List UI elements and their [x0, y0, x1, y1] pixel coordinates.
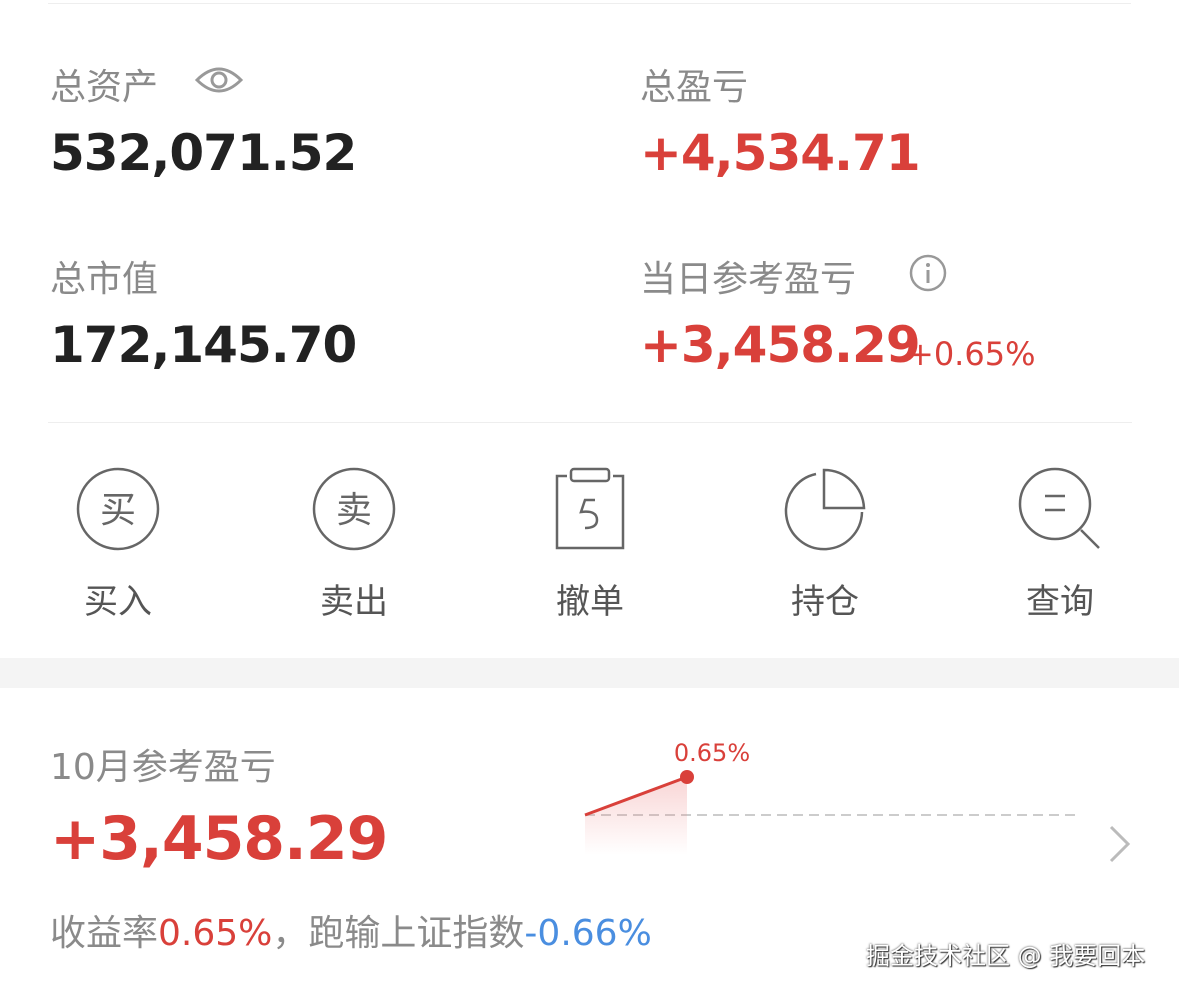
query-button[interactable]: 查询 [980, 466, 1140, 623]
monthly-pnl-value: +3,458.29 [50, 804, 388, 874]
pie-chart-icon [784, 468, 866, 551]
cancel-order-icon [555, 467, 625, 550]
top-divider [48, 3, 1131, 4]
query-label: 查询 [1026, 582, 1094, 622]
rate-label: 收益率 [50, 913, 159, 954]
daily-pnl-value: +3,458.29 [640, 316, 921, 374]
monthly-pnl-label: 10月参考盈亏 [50, 747, 276, 788]
chart-point [680, 770, 694, 784]
total-assets-value: 532,071.52 [50, 124, 357, 182]
positions-button[interactable]: 持仓 [745, 466, 905, 623]
eye-icon[interactable] [194, 62, 244, 98]
daily-pnl-pct: +0.65% [907, 335, 1036, 373]
sell-button[interactable]: 卖 卖出 [274, 466, 434, 623]
divider [48, 422, 1132, 423]
monthly-chart: 0.65% [584, 739, 1075, 855]
chevron-right-icon[interactable] [1108, 824, 1132, 864]
total-pnl-value: +4,534.71 [640, 124, 921, 182]
svg-text:卖: 卖 [336, 490, 372, 531]
buy-icon: 买 [76, 467, 160, 551]
sell-label: 卖出 [320, 582, 388, 622]
buy-label: 买入 [84, 582, 152, 622]
monthly-rate-line: 收益率0.65%，跑输上证指数-0.66% [50, 904, 652, 956]
separator: ， [272, 913, 309, 954]
buy-button[interactable]: 买 买入 [38, 466, 198, 623]
benchmark-label: 跑输上证指数 [308, 913, 525, 954]
info-icon[interactable] [908, 253, 948, 293]
chart-line [584, 775, 688, 817]
section-separator [0, 658, 1179, 688]
market-value-label: 总市值 [50, 259, 159, 300]
total-assets-label: 总资产 [50, 67, 159, 108]
sell-icon: 卖 [312, 467, 396, 551]
positions-label: 持仓 [791, 582, 859, 622]
benchmark-value: -0.66% [524, 913, 652, 954]
watermark: 掘金技术社区 @ 我要回本 [866, 942, 1146, 970]
total-pnl-label: 总盈亏 [640, 67, 749, 108]
rate-value: 0.65% [158, 913, 273, 954]
cancel-order-label: 撤单 [556, 582, 624, 622]
search-icon [1018, 467, 1100, 549]
daily-pnl-label: 当日参考盈亏 [640, 259, 857, 300]
market-value-value: 172,145.70 [50, 316, 357, 374]
chart-area [585, 777, 687, 855]
svg-text:买: 买 [100, 490, 136, 531]
cancel-order-button[interactable]: 撤单 [510, 466, 670, 623]
chart-point-label: 0.65% [674, 739, 750, 767]
